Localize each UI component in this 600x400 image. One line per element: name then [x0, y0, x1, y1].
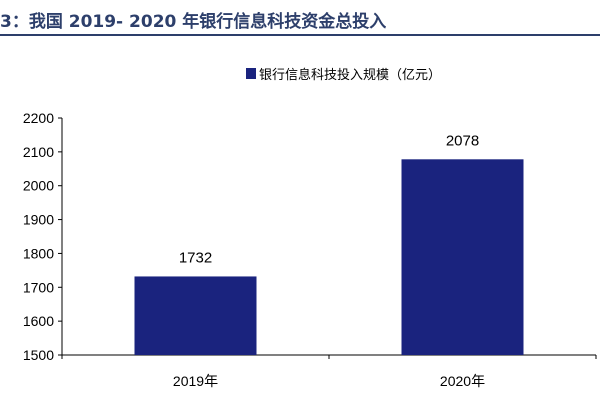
bars	[134, 159, 524, 355]
x-tick-label: 2019年	[173, 373, 218, 389]
legend-label: 银行信息科技投入规模（亿元）	[259, 68, 442, 83]
y-tick-label: 2100	[23, 144, 54, 160]
x-tick-label: 2020年	[440, 373, 485, 389]
y-tick-label: 1700	[23, 279, 54, 295]
y-tick-label: 1600	[23, 313, 54, 329]
y-tick-label: 2200	[23, 110, 54, 126]
data-label: 2078	[446, 132, 479, 149]
data-label: 1732	[179, 249, 212, 266]
bar	[401, 159, 524, 355]
y-tick-label: 1800	[23, 245, 54, 261]
bar	[134, 276, 257, 355]
y-tick-label: 1500	[23, 347, 54, 363]
title-bar: 3：我国 2019- 2020 年银行信息科技资金总投入	[0, 0, 600, 38]
y-tick-label: 1900	[23, 212, 54, 228]
legend-swatch	[246, 68, 256, 79]
legend: 银行信息科技投入规模（亿元）	[246, 64, 441, 83]
labels: 1732 2019年 2078 2020年	[173, 132, 485, 389]
title-divider	[0, 34, 600, 36]
y-tick-label: 2000	[23, 178, 54, 194]
chart-title: 3：我国 2019- 2020 年银行信息科技资金总投入	[0, 12, 387, 32]
